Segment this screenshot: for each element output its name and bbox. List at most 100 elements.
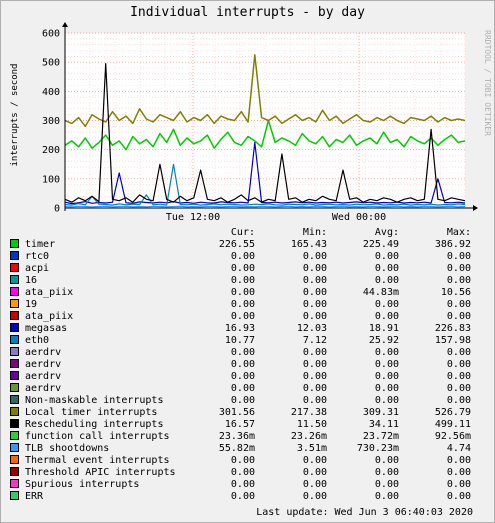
legend-label: eth0 xyxy=(25,335,50,346)
legend-max-value: 499.11 xyxy=(434,419,471,430)
legend-label: timer xyxy=(25,239,56,250)
legend-max-value: 226.83 xyxy=(434,323,471,334)
legend-row: eth0 10.77 7.12 25.92 157.98 xyxy=(10,335,471,347)
legend-label: rtc0 xyxy=(25,251,50,262)
legend-cur-value: 0.00 xyxy=(230,371,255,382)
y-tick-label: 400 xyxy=(42,87,60,98)
legend-max-value: 0.00 xyxy=(446,299,471,310)
series-line-local-timer-interrupts xyxy=(64,54,466,128)
legend-avg-value: 0.00 xyxy=(374,251,399,262)
legend-color-swatch xyxy=(10,491,19,500)
legend-cur-value: 226.55 xyxy=(218,239,255,250)
legend-color-swatch xyxy=(10,455,19,464)
legend-cur-value: 0.00 xyxy=(230,299,255,310)
legend-series-name: 16 xyxy=(10,275,190,287)
legend-series-name: Local timer interrupts xyxy=(10,407,190,419)
legend-color-swatch xyxy=(10,467,19,476)
legend-color-swatch xyxy=(10,443,19,452)
legend-min-value: 3.51m xyxy=(296,443,327,454)
legend-min-value: 0.00 xyxy=(302,287,327,298)
legend-min-value: 12.03 xyxy=(296,323,327,334)
legend-series-name: megasas xyxy=(10,323,190,335)
legend-series-name: aerdrv xyxy=(10,371,190,383)
series-line-rescheduling-interrupts xyxy=(64,62,466,203)
legend-series-name: Threshold APIC interrupts xyxy=(10,467,190,479)
legend-max-value: 0.00 xyxy=(446,347,471,358)
legend-avg-value: 225.49 xyxy=(362,239,399,250)
legend-min-value: 23.26m xyxy=(290,431,327,442)
legend-max-value: 0.00 xyxy=(446,311,471,322)
legend-avg-value: 25.92 xyxy=(368,335,399,346)
legend-cur-value: 0.00 xyxy=(230,359,255,370)
legend-avg-value: 0.00 xyxy=(374,311,399,322)
legend-min-value: 11.50 xyxy=(296,419,327,430)
legend-avg-value: 0.00 xyxy=(374,467,399,478)
legend-series-name: aerdrv xyxy=(10,359,190,371)
legend-min-value: 0.00 xyxy=(302,455,327,466)
legend-row: ata_piix 0.00 0.00 0.00 0.00 xyxy=(10,311,471,323)
legend-avg-value: 0.00 xyxy=(374,491,399,502)
legend-color-swatch xyxy=(10,431,19,440)
legend-min-value: 0.00 xyxy=(302,311,327,322)
legend-cur-value: 0.00 xyxy=(230,455,255,466)
legend-series-name: aerdrv xyxy=(10,383,190,395)
legend-cur-value: 0.00 xyxy=(230,467,255,478)
legend-label: TLB shootdowns xyxy=(25,443,110,454)
legend-cur-value: 0.00 xyxy=(230,383,255,394)
legend-max-value: 0.00 xyxy=(446,467,471,478)
legend-max-value: 386.92 xyxy=(434,239,471,250)
legend-color-swatch xyxy=(10,347,19,356)
legend-color-swatch xyxy=(10,371,19,380)
legend-label: Local timer interrupts xyxy=(25,407,158,418)
legend-max-value: 10.56 xyxy=(440,287,471,298)
legend-avg-value: 44.83m xyxy=(362,287,399,298)
legend-label: aerdrv xyxy=(25,359,62,370)
legend-avg-value: 0.00 xyxy=(374,263,399,274)
legend-avg-value: 0.00 xyxy=(374,299,399,310)
y-axis-arrow xyxy=(62,22,68,27)
legend-series-name: rtc0 xyxy=(10,251,190,263)
legend-row: ERR 0.00 0.00 0.00 0.00 xyxy=(10,491,471,503)
legend-cur-value: 0.00 xyxy=(230,311,255,322)
series-line-timer xyxy=(64,119,466,151)
legend-cur-value: 10.77 xyxy=(224,335,255,346)
legend-max-value: 0.00 xyxy=(446,479,471,490)
legend-row: 16 0.00 0.00 0.00 0.00 xyxy=(10,275,471,287)
chart-title: Individual interrupts - by day xyxy=(130,5,365,20)
legend-avg-value: 0.00 xyxy=(374,347,399,358)
legend-label: Threshold APIC interrupts xyxy=(25,467,176,478)
legend-color-swatch xyxy=(10,263,19,272)
legend-cur-value: 0.00 xyxy=(230,287,255,298)
legend-label: megasas xyxy=(25,323,68,334)
legend-label: ERR xyxy=(25,491,44,502)
legend-avg-value: 34.11 xyxy=(368,419,399,430)
legend-avg-value: 0.00 xyxy=(374,479,399,490)
legend-header-blank xyxy=(10,227,190,239)
legend-max-value: 4.74 xyxy=(446,443,471,454)
legend-series-name: Rescheduling interrupts xyxy=(10,419,190,431)
legend-avg-value: 18.91 xyxy=(368,323,399,334)
last-update: Last update: Wed Jun 3 06:40:03 2020 xyxy=(256,507,473,518)
legend-avg-value: 0.00 xyxy=(374,395,399,406)
legend-row: function call interrupts 23.36m 23.26m 23.7… xyxy=(10,431,471,443)
legend-avg-value: 0.00 xyxy=(374,359,399,370)
legend-max-value: 0.00 xyxy=(446,371,471,382)
legend-min-value: 0.00 xyxy=(302,359,327,370)
legend-cur-value: 0.00 xyxy=(230,491,255,502)
legend-label: 16 xyxy=(25,275,38,286)
legend-series-name: ata_piix xyxy=(10,311,190,323)
legend-cur-value: 0.00 xyxy=(230,263,255,274)
legend-max-value: 0.00 xyxy=(446,263,471,274)
legend-label: ata_piix xyxy=(25,287,74,298)
legend-max-value: 526.79 xyxy=(434,407,471,418)
legend-row: TLB shootdowns 55.82m 3.51m 730.23m 4.74 xyxy=(10,443,471,455)
legend-series-name: function call interrupts xyxy=(10,431,190,443)
legend-max-value: 0.00 xyxy=(446,395,471,406)
legend-avg-value: 0.00 xyxy=(374,275,399,286)
x-tick-label: Wed 00:00 xyxy=(332,212,386,223)
legend-cur-value: 301.56 xyxy=(218,407,255,418)
legend-color-swatch xyxy=(10,239,19,248)
legend-row: 19 0.00 0.00 0.00 0.00 xyxy=(10,299,471,311)
legend-color-swatch xyxy=(10,323,19,332)
y-tick-label: 300 xyxy=(42,116,60,127)
